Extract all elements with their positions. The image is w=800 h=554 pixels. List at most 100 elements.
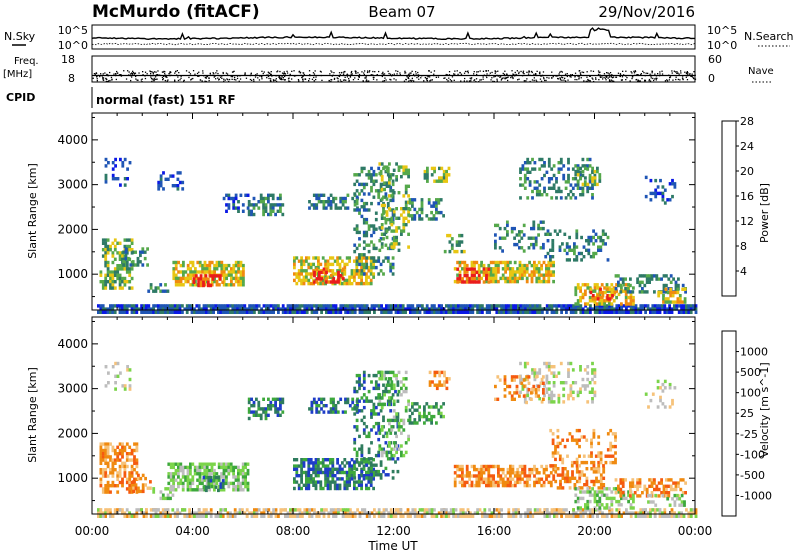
heatmap-cell <box>326 259 330 263</box>
heatmap-cell <box>353 514 357 518</box>
heatmap-cell <box>350 477 354 481</box>
heatmap-cell <box>324 474 327 478</box>
heatmap-cell <box>234 206 238 210</box>
heatmap-cell <box>242 267 245 271</box>
heatmap-cell <box>213 263 216 268</box>
heatmap-cell <box>161 514 165 518</box>
y-tick-label: 4000 <box>57 133 88 147</box>
heatmap-cell <box>322 514 326 518</box>
heatmap-cell <box>227 481 231 486</box>
nave-point <box>279 70 281 73</box>
heatmap-cell <box>212 304 215 308</box>
heatmap-cell <box>473 267 476 271</box>
heatmap-cell <box>130 474 134 478</box>
heatmap-cell <box>166 493 170 497</box>
heatmap-cell <box>262 200 265 204</box>
heatmap-cell <box>378 226 382 230</box>
heatmap-cell <box>365 486 368 491</box>
heatmap-cell <box>692 508 695 512</box>
heatmap-cell <box>450 246 454 251</box>
nave-point <box>205 80 207 83</box>
heatmap-cell <box>309 480 313 484</box>
heatmap-cell <box>224 304 227 308</box>
nave-point <box>644 75 646 77</box>
heatmap-cell <box>634 511 638 515</box>
nave-point <box>633 72 636 74</box>
heatmap-cell <box>374 246 378 251</box>
heatmap-cell <box>610 304 614 308</box>
heatmap-cell <box>523 273 527 277</box>
heatmap-cell <box>300 281 303 286</box>
heatmap-cell <box>210 270 214 274</box>
nave-point <box>257 77 259 79</box>
heatmap-cell <box>279 307 283 311</box>
heatmap-cell <box>383 232 386 236</box>
nave-point <box>190 79 192 81</box>
heatmap-cell <box>210 481 214 486</box>
heatmap-cell <box>357 272 361 276</box>
heatmap-cell <box>374 173 378 177</box>
nave-point <box>367 70 369 72</box>
heatmap-cell <box>325 304 328 308</box>
nave-point <box>686 72 688 74</box>
nave-point <box>280 77 282 79</box>
nave-point <box>678 73 680 75</box>
nave-point <box>320 74 322 77</box>
nave-point <box>364 77 366 79</box>
heatmap-cell <box>560 304 563 308</box>
heatmap-cell <box>452 514 455 518</box>
heatmap-cell <box>109 508 112 512</box>
heatmap-cell <box>104 244 108 249</box>
heatmap-cell <box>521 310 525 314</box>
heatmap-cell <box>205 514 208 518</box>
nave-point <box>365 77 367 79</box>
nave-point <box>501 78 503 80</box>
heatmap-cell <box>385 197 389 201</box>
heatmap-cell <box>555 307 559 311</box>
heatmap-cell <box>641 307 645 311</box>
heatmap-cell <box>494 246 497 250</box>
heatmap-cell <box>677 310 681 314</box>
heatmap-cell <box>189 276 192 281</box>
heatmap-cell <box>116 484 120 488</box>
nave-point <box>546 76 548 79</box>
heatmap-cell <box>673 511 676 515</box>
heatmap-cell <box>365 310 369 314</box>
heatmap-cell <box>611 290 614 295</box>
heatmap-cell <box>667 287 671 291</box>
heatmap-cell <box>442 508 446 512</box>
nave-point <box>599 74 601 76</box>
nave-point <box>201 80 203 82</box>
heatmap-cell <box>513 273 517 277</box>
heatmap-cell <box>253 508 256 512</box>
heatmap-cell <box>661 194 665 199</box>
heatmap-cell <box>111 276 115 281</box>
heatmap-cell <box>653 511 657 515</box>
heatmap-cell <box>221 304 225 308</box>
heatmap-cell <box>643 274 647 278</box>
heatmap-cell <box>200 310 203 314</box>
heatmap-cell <box>456 277 460 281</box>
heatmap-cell <box>553 508 556 512</box>
heatmap-cell <box>385 181 389 185</box>
heatmap-cell <box>229 304 232 308</box>
heatmap-cell <box>367 275 371 279</box>
heatmap-cell <box>122 263 125 267</box>
nave-point <box>515 73 517 76</box>
nave-point <box>152 79 154 81</box>
heatmap-cell <box>440 514 443 518</box>
heatmap-cell <box>176 187 180 191</box>
heatmap-cell <box>99 484 103 488</box>
heatmap-cell <box>529 511 532 515</box>
heatmap-cell <box>370 265 373 270</box>
heatmap-cell <box>205 307 208 311</box>
heatmap-cell <box>645 290 649 294</box>
nave-point <box>331 75 333 77</box>
nave-point <box>362 80 364 82</box>
heatmap-cell <box>212 479 215 483</box>
nave-point <box>142 74 144 76</box>
heatmap-cell <box>264 196 268 201</box>
heatmap-cell <box>196 260 200 265</box>
heatmap-cell <box>677 514 681 518</box>
heatmap-cell <box>406 307 410 311</box>
